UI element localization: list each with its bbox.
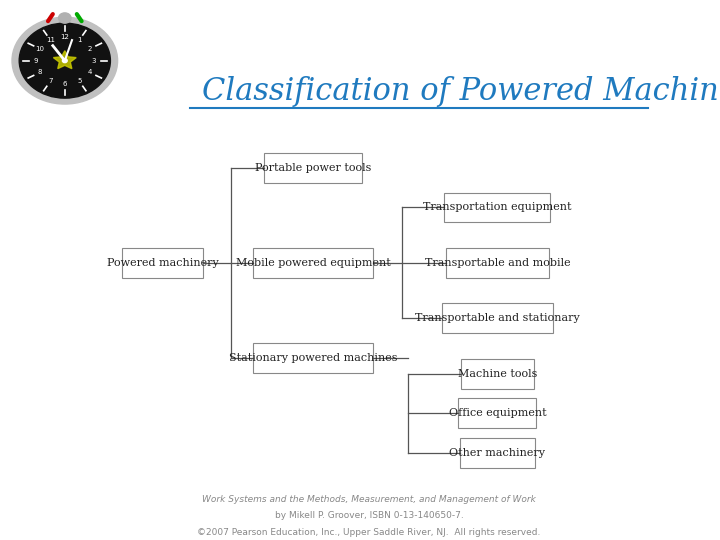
- FancyBboxPatch shape: [441, 303, 553, 333]
- FancyBboxPatch shape: [264, 153, 362, 183]
- Text: 5: 5: [77, 78, 81, 84]
- FancyBboxPatch shape: [122, 248, 203, 278]
- FancyBboxPatch shape: [446, 248, 549, 278]
- FancyBboxPatch shape: [458, 399, 536, 428]
- Text: 3: 3: [91, 58, 96, 64]
- Text: Transportable and mobile: Transportable and mobile: [425, 258, 570, 268]
- Text: ©2007 Pearson Education, Inc., Upper Saddle River, NJ.  All rights reserved.: ©2007 Pearson Education, Inc., Upper Sad…: [197, 528, 541, 537]
- FancyBboxPatch shape: [253, 343, 373, 373]
- Text: Transportation equipment: Transportation equipment: [423, 202, 572, 212]
- Text: Work Systems and the Methods, Measurement, and Management of Work: Work Systems and the Methods, Measuremen…: [202, 495, 536, 504]
- FancyBboxPatch shape: [444, 192, 550, 222]
- Text: Office equipment: Office equipment: [449, 408, 546, 418]
- Text: Transportable and stationary: Transportable and stationary: [415, 313, 580, 323]
- Text: 2: 2: [88, 46, 92, 52]
- Circle shape: [58, 13, 71, 23]
- Text: 9: 9: [34, 58, 38, 64]
- Circle shape: [12, 17, 117, 104]
- Text: 11: 11: [46, 37, 55, 43]
- Text: Machine tools: Machine tools: [458, 369, 537, 379]
- Text: 1: 1: [77, 37, 81, 43]
- Text: Portable power tools: Portable power tools: [255, 163, 372, 173]
- Circle shape: [63, 59, 67, 63]
- Text: Powered machinery: Powered machinery: [107, 258, 218, 268]
- Polygon shape: [53, 51, 76, 69]
- FancyBboxPatch shape: [461, 359, 534, 389]
- FancyBboxPatch shape: [253, 248, 373, 278]
- Text: Classification of Powered Machinery: Classification of Powered Machinery: [202, 76, 720, 107]
- Text: 7: 7: [48, 78, 53, 84]
- Text: 4: 4: [88, 70, 92, 76]
- Text: 10: 10: [35, 46, 45, 52]
- Text: Stationary powered machines: Stationary powered machines: [229, 353, 397, 363]
- Text: by Mikell P. Groover, ISBN 0-13-140650-7.: by Mikell P. Groover, ISBN 0-13-140650-7…: [274, 511, 464, 521]
- Text: 8: 8: [37, 70, 42, 76]
- Text: Other machinery: Other machinery: [449, 448, 545, 458]
- Text: Mobile powered equipment: Mobile powered equipment: [236, 258, 390, 268]
- Text: 12: 12: [60, 34, 69, 40]
- Circle shape: [19, 23, 110, 98]
- Text: 6: 6: [63, 82, 67, 87]
- FancyBboxPatch shape: [459, 438, 535, 468]
